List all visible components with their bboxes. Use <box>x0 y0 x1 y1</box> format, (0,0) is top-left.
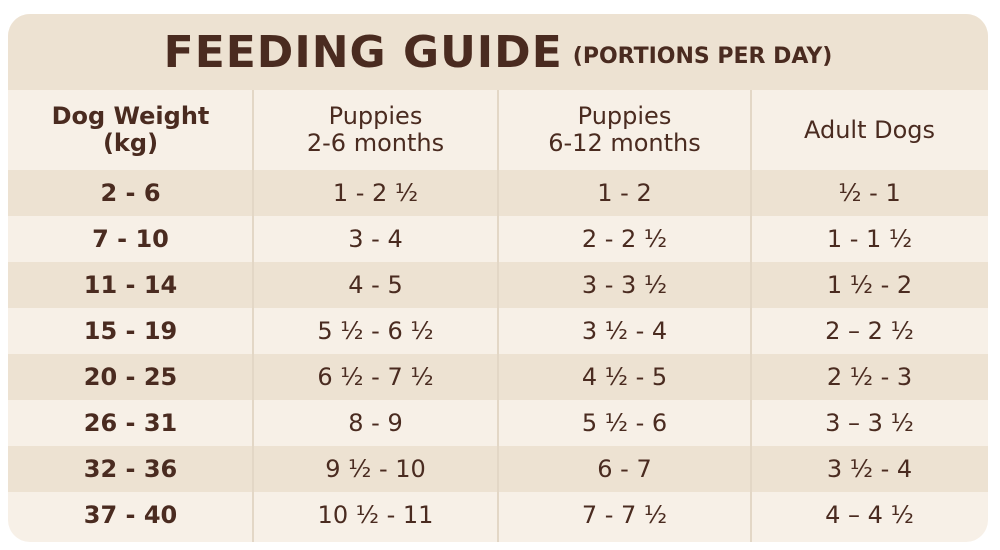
adult-cell: ½ - 1 <box>838 179 901 207</box>
weight-cell: 20 - 25 <box>83 363 178 391</box>
weight-cell: 7 - 10 <box>92 225 169 253</box>
adult-cell: 1 - 1 ½ <box>826 225 913 253</box>
puppies-2-6-cell: 8 - 9 <box>348 409 403 437</box>
weight-cell: 32 - 36 <box>83 455 178 483</box>
puppies-2-6-cell: 6 ½ - 7 ½ <box>317 363 434 391</box>
table-row: 7 - 10 3 - 4 2 - 2 ½ 1 - 1 ½ <box>8 216 988 262</box>
puppies-2-6-cell: 9 ½ - 10 <box>325 455 426 483</box>
puppies-6-12-cell: 3 - 3 ½ <box>581 271 668 299</box>
puppies-2-6-cell: 3 - 4 <box>348 225 403 253</box>
weight-cell: 26 - 31 <box>83 409 178 437</box>
adult-cell: 4 – 4 ½ <box>825 501 914 529</box>
column-divider <box>252 90 254 542</box>
puppies-2-6-cell: 1 - 2 ½ <box>332 179 419 207</box>
weight-cell: 2 - 6 <box>100 179 161 207</box>
puppies-6-12-cell: 7 - 7 ½ <box>581 501 668 529</box>
guide-title: FEEDING GUIDE <box>163 26 563 78</box>
table-header-row: Dog Weight (kg) Puppies 2-6 months Puppi… <box>8 90 988 170</box>
column-divider <box>750 90 752 542</box>
puppies-6-12-cell: 4 ½ - 5 <box>581 363 668 391</box>
weight-cell: 11 - 14 <box>83 271 178 299</box>
weight-cell: 37 - 40 <box>83 501 178 529</box>
header-dog-weight: Dog Weight (kg) <box>51 102 210 157</box>
column-divider <box>497 90 499 542</box>
puppies-2-6-cell: 5 ½ - 6 ½ <box>317 317 434 345</box>
puppies-2-6-cell: 10 ½ - 11 <box>317 501 434 529</box>
header-adult-dogs: Adult Dogs <box>803 115 936 144</box>
puppies-6-12-cell: 1 - 2 <box>597 179 652 207</box>
puppies-6-12-cell: 2 - 2 ½ <box>581 225 668 253</box>
puppies-6-12-cell: 6 - 7 <box>597 455 652 483</box>
table-row: 26 - 31 8 - 9 5 ½ - 6 3 – 3 ½ <box>8 400 988 446</box>
adult-cell: 1 ½ - 2 <box>826 271 913 299</box>
header-puppies-2-6: Puppies 2-6 months <box>306 102 445 157</box>
puppies-2-6-cell: 4 - 5 <box>348 271 403 299</box>
adult-cell: 2 ½ - 3 <box>826 363 913 391</box>
puppies-6-12-cell: 3 ½ - 4 <box>581 317 668 345</box>
weight-cell: 15 - 19 <box>83 317 178 345</box>
puppies-6-12-cell: 5 ½ - 6 <box>581 409 668 437</box>
adult-cell: 3 – 3 ½ <box>825 409 914 437</box>
guide-subtitle: (PORTIONS PER DAY) <box>572 43 833 69</box>
adult-cell: 3 ½ - 4 <box>826 455 913 483</box>
title-band: FEEDING GUIDE (PORTIONS PER DAY) <box>8 14 988 90</box>
table-row: 37 - 40 10 ½ - 11 7 - 7 ½ 4 – 4 ½ <box>8 492 988 538</box>
feeding-guide-card: FEEDING GUIDE (PORTIONS PER DAY) Dog Wei… <box>8 14 988 542</box>
header-puppies-6-12: Puppies 6-12 months <box>548 102 701 157</box>
table-row: 15 - 19 5 ½ - 6 ½ 3 ½ - 4 2 – 2 ½ <box>8 308 988 354</box>
adult-cell: 2 – 2 ½ <box>825 317 914 345</box>
